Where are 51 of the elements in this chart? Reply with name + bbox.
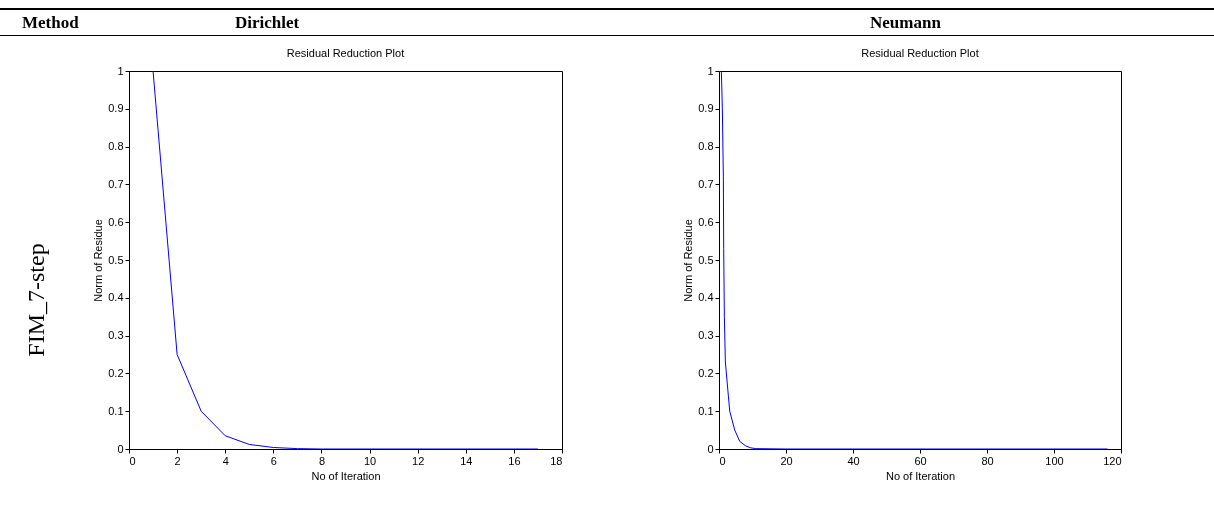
x-tick-label: 10 bbox=[363, 454, 377, 467]
x-tick-label: 14 bbox=[460, 454, 473, 467]
x-tick-label: 80 bbox=[981, 454, 994, 467]
y-tick-label: 0.9 bbox=[108, 102, 124, 115]
x-tick-label: 0 bbox=[719, 454, 726, 467]
x-tick-label: 100 bbox=[1045, 454, 1064, 467]
y-tick-label: 0.6 bbox=[108, 215, 124, 228]
text: FIM_7-step bbox=[22, 243, 50, 357]
x-tick-label: 60 bbox=[914, 454, 927, 467]
y-tick-label: 0.7 bbox=[698, 177, 714, 190]
y-tick-label: 0.2 bbox=[108, 366, 124, 379]
y-axis-title: Norm of Residue bbox=[682, 219, 695, 302]
line-series bbox=[720, 71, 1109, 449]
line-series bbox=[152, 71, 539, 449]
y-tick-label: 0 bbox=[707, 442, 714, 455]
y-tick-label: 0.2 bbox=[698, 366, 714, 379]
y-tick-label: 0.7 bbox=[108, 177, 124, 190]
y-tick-label: 1 bbox=[117, 64, 124, 77]
x-tick-label: 120 bbox=[1103, 454, 1122, 467]
x-axis-title: No of Iteration bbox=[311, 469, 381, 482]
chart-title: Residual Reduction Plot bbox=[286, 47, 405, 59]
x-tick-label: 20 bbox=[780, 454, 793, 467]
text: Dirichlet bbox=[235, 13, 300, 33]
y-tick-label: 0.6 bbox=[698, 215, 714, 228]
y-tick-label: 0.1 bbox=[108, 404, 124, 417]
chart-title: Residual Reduction Plot bbox=[861, 47, 979, 59]
y-tick-label: 0.4 bbox=[108, 291, 124, 304]
x-tick-label: 6 bbox=[270, 454, 277, 467]
y-tick-label: 0 bbox=[117, 442, 124, 455]
text: Method bbox=[22, 13, 79, 33]
text: Neumann bbox=[870, 13, 941, 33]
x-tick-label: 4 bbox=[222, 454, 229, 467]
y-tick-label: 0.3 bbox=[108, 329, 124, 342]
x-tick-label: 40 bbox=[847, 454, 860, 467]
y-tick-label: 0.5 bbox=[698, 253, 714, 266]
y-tick-label: 0.8 bbox=[108, 140, 124, 153]
x-tick-label: 18 bbox=[550, 454, 563, 467]
x-tick-label: 0 bbox=[129, 454, 136, 467]
y-tick-label: 0.5 bbox=[108, 253, 124, 266]
x-tick-label: 12 bbox=[412, 454, 425, 467]
y-tick-label: 1 bbox=[707, 64, 714, 77]
y-tick-label: 0.3 bbox=[698, 329, 714, 342]
y-tick-label: 0.1 bbox=[698, 404, 714, 417]
y-tick-label: 0.4 bbox=[698, 291, 714, 304]
x-tick-label: 2 bbox=[174, 454, 181, 467]
x-axis-title: No of Iteration bbox=[885, 469, 956, 482]
x-tick-label: 8 bbox=[318, 454, 326, 467]
y-tick-label: 0.9 bbox=[698, 102, 714, 115]
y-tick-label: 0.8 bbox=[698, 140, 714, 153]
y-axis-title: Norm of Residue bbox=[92, 219, 105, 302]
x-tick-label: 16 bbox=[508, 454, 521, 467]
